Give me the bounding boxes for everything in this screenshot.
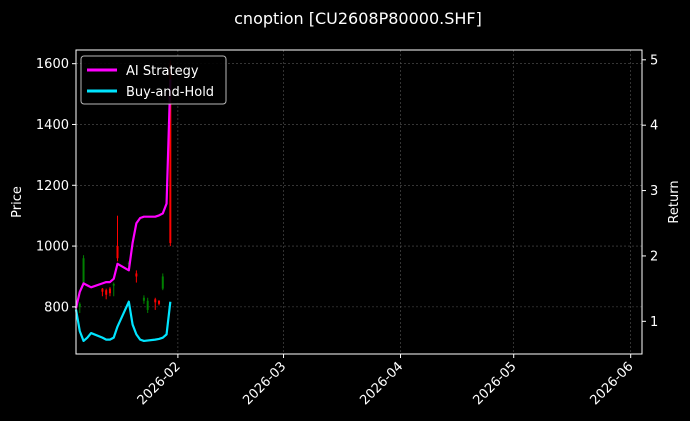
candle-body [135,273,138,277]
y2-axis-title: Return [667,180,682,223]
legend-box [80,55,227,105]
chart-title: cnoption [CU2608P80000.SHF] [234,9,482,28]
y2-tick-label: 3 [650,184,658,199]
x-tick-label: 2026-05 [471,359,520,408]
candle-body [161,276,164,289]
line-layer [74,79,172,343]
x-tick-label: 2026-02 [135,359,184,408]
candle-body [108,288,111,294]
y-tick-label: 1200 [36,179,69,194]
y2-tick-label: 4 [650,119,658,134]
y2-tick-label: 2 [650,249,658,264]
plot-frame [75,49,643,355]
buy-and-hold-line [74,300,172,343]
legend: AI Strategy Buy-and-Hold [80,55,227,105]
x-tick-label: 2026-06 [587,359,636,408]
y2-tick-label: 1 [650,315,658,330]
candle-body [169,63,172,244]
y-tick-label: 1600 [36,57,69,72]
ai-strategy-line [74,79,172,309]
legend-label-buy-and-hold: Buy-and-Hold [126,85,214,100]
x-tick-label: 2026-04 [357,359,406,408]
axis-layer: 800 1000 1200 1400 1600 1 2 3 4 5 2026-02 2026-03 20… [36,53,658,408]
x-tick-label: 2026-03 [240,359,289,408]
y2-tick-label: 5 [650,53,658,68]
y-tick-label: 1000 [36,240,69,255]
candle-body [105,290,108,295]
candle-body [82,258,85,283]
legend-label-ai-strategy: AI Strategy [126,64,199,79]
candle-body [142,297,145,301]
candle-body [101,288,104,292]
y-tick-label: 1400 [36,118,69,133]
y-tick-label: 800 [44,300,69,315]
candle-body [78,303,81,307]
candle-body [154,299,157,303]
candle-body [112,284,115,286]
grid-layer [76,50,642,354]
y-axis-title: Price [10,186,25,218]
candle-body [116,246,119,259]
candle-body [146,300,149,310]
candle-body [158,300,161,304]
